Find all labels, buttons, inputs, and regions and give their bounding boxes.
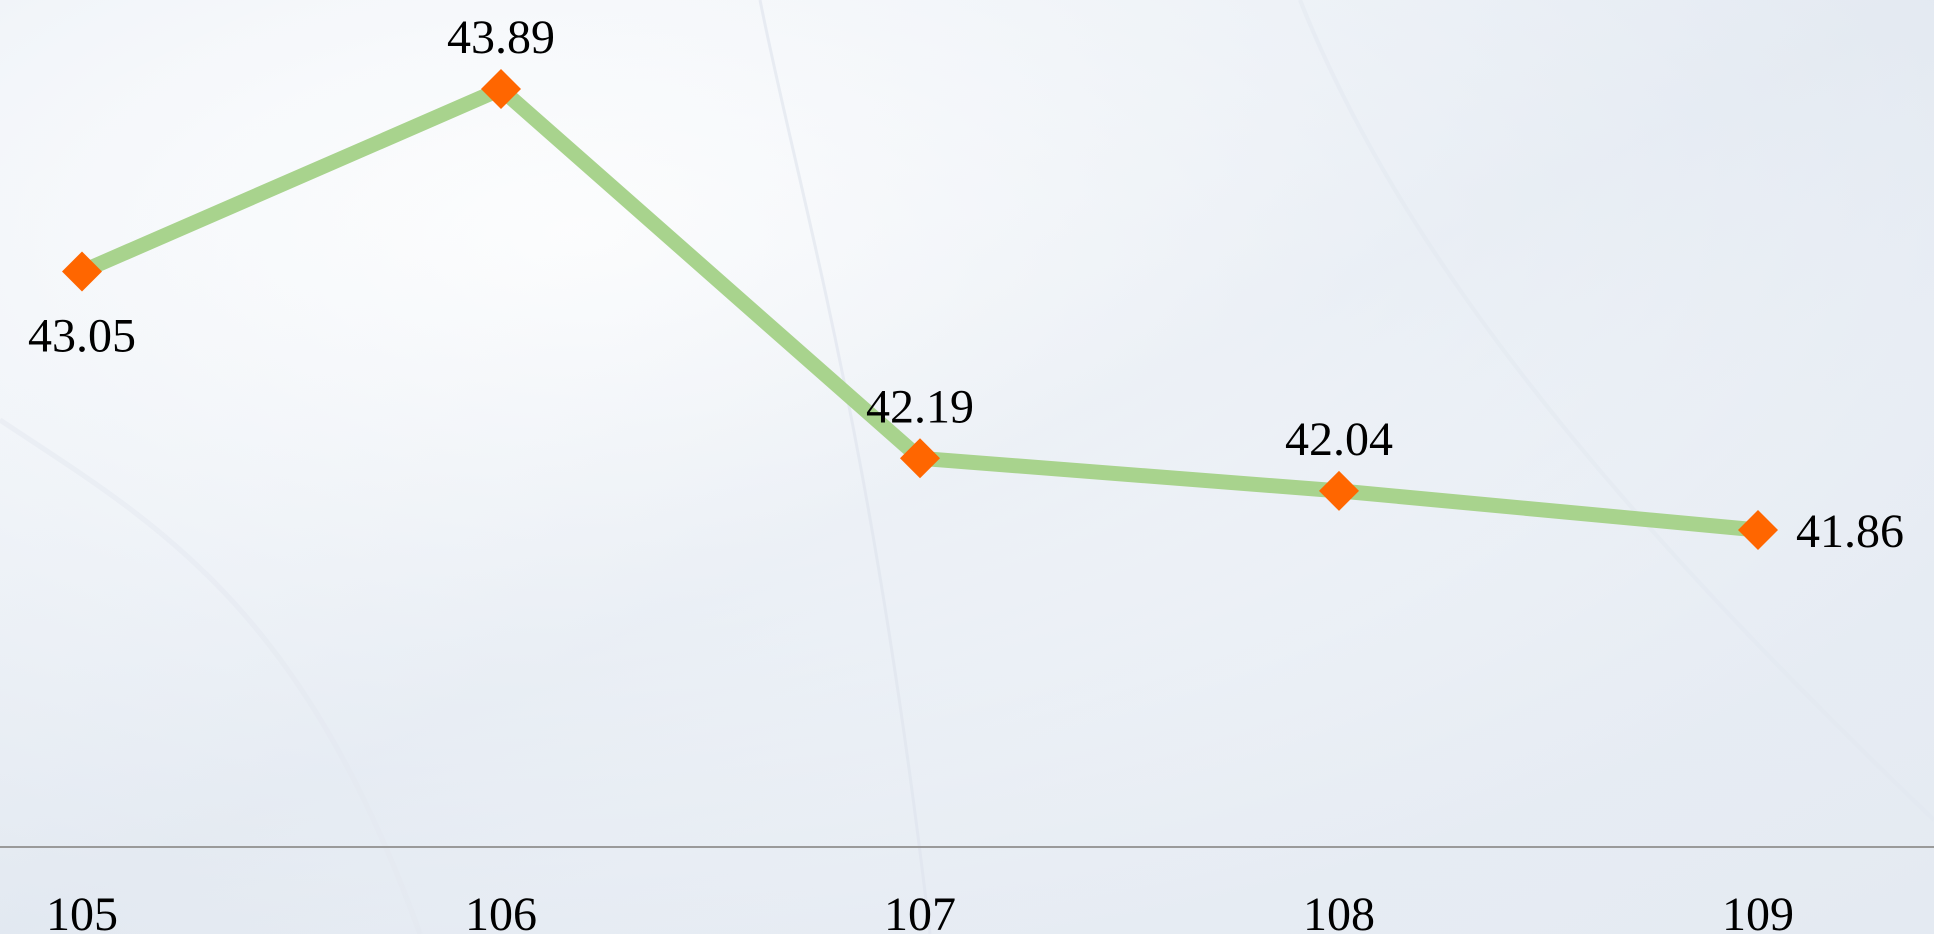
data-point-marker [1319, 470, 1359, 511]
data-point-marker [900, 438, 940, 479]
data-point-marker [481, 69, 521, 110]
data-label: 43.89 [447, 11, 555, 64]
x-axis-ticks: 105 106 107 108 109 [46, 888, 1794, 934]
series-line-segment [74, 81, 509, 280]
data-labels: 43.05 43.89 42.19 42.04 41.86 [28, 11, 1904, 558]
data-label: 42.04 [1285, 413, 1393, 466]
x-tick-label: 108 [1303, 888, 1375, 934]
data-point-marker [1738, 509, 1778, 550]
series-markers [62, 69, 1778, 550]
series-line-segment [1331, 483, 1766, 538]
data-label: 41.86 [1796, 505, 1904, 558]
series-lines [74, 81, 1766, 538]
data-label: 42.19 [866, 380, 974, 433]
x-tick-label: 107 [884, 888, 956, 934]
series-line-segment [912, 450, 1347, 499]
x-tick-label: 109 [1722, 888, 1794, 934]
data-label: 43.05 [28, 310, 136, 363]
data-point-marker [62, 251, 102, 292]
x-tick-label: 106 [465, 888, 537, 934]
x-tick-label: 105 [46, 888, 118, 934]
series-line-segment [493, 81, 928, 466]
